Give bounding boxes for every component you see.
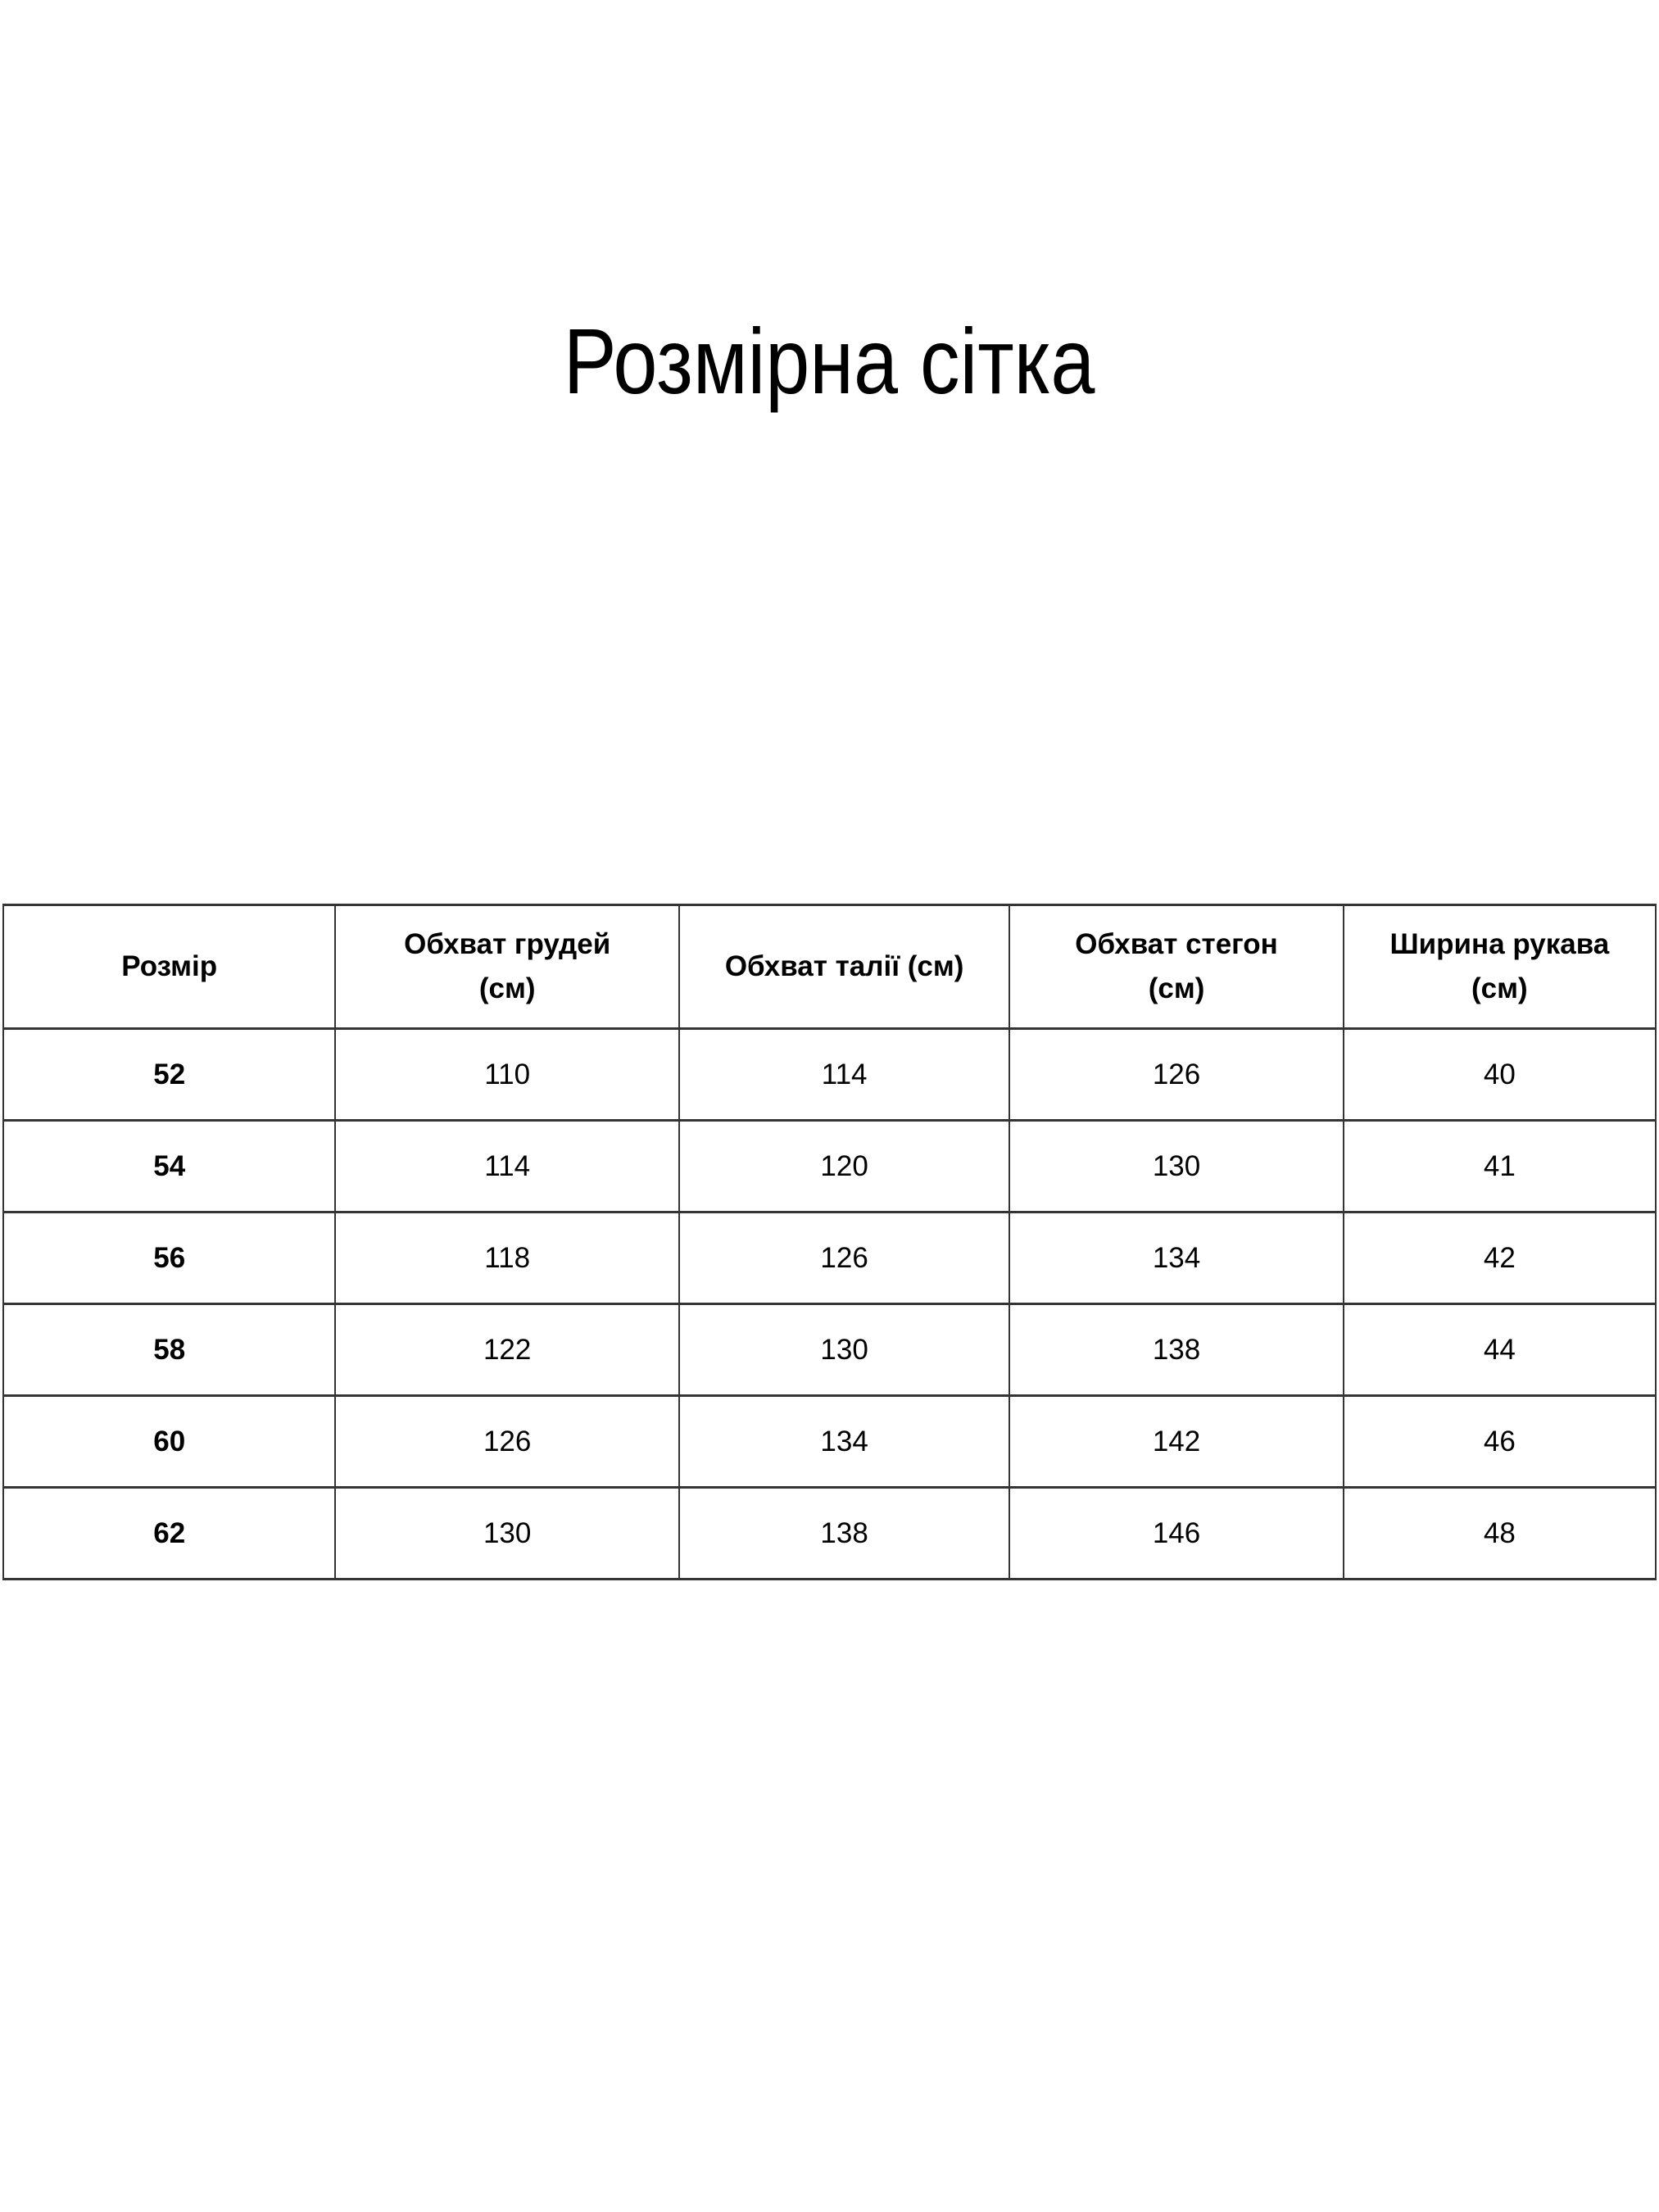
cell-sleeve: 46	[1342, 1394, 1657, 1489]
column-header-chest: Обхват грудей (см)	[334, 904, 680, 1030]
cell-size: 60	[2, 1394, 337, 1489]
cell-chest: 118	[334, 1211, 680, 1305]
cell-size: 56	[2, 1211, 337, 1305]
table-row: 60 126 134 142 46	[2, 1394, 1657, 1489]
page-title: Розмірна сітка	[0, 315, 1659, 408]
table-row: 52 110 114 126 40	[2, 1027, 1657, 1122]
cell-waist: 126	[678, 1211, 1011, 1305]
cell-waist: 120	[678, 1119, 1011, 1213]
cell-sleeve: 48	[1342, 1486, 1657, 1580]
table-row: 56 118 126 134 42	[2, 1211, 1657, 1305]
column-header-sleeve: Ширина рукава (см)	[1342, 904, 1657, 1030]
cell-chest: 122	[334, 1303, 680, 1397]
cell-size: 52	[2, 1027, 337, 1122]
cell-hips: 142	[1009, 1394, 1344, 1489]
cell-sleeve: 41	[1342, 1119, 1657, 1213]
cell-size: 58	[2, 1303, 337, 1397]
cell-hips: 126	[1009, 1027, 1344, 1122]
cell-hips: 134	[1009, 1211, 1344, 1305]
column-header-size: Розмір	[2, 904, 337, 1030]
header-row: Розмір Обхват грудей (см) Обхват талії (…	[2, 904, 1657, 1030]
cell-waist: 114	[678, 1027, 1011, 1122]
cell-hips: 146	[1009, 1486, 1344, 1580]
page-title-text: Розмірна сітка	[564, 310, 1095, 413]
table-row: 54 114 120 130 41	[2, 1119, 1657, 1213]
cell-waist: 134	[678, 1394, 1011, 1489]
cell-sleeve: 42	[1342, 1211, 1657, 1305]
cell-waist: 130	[678, 1303, 1011, 1397]
cell-sleeve: 44	[1342, 1303, 1657, 1397]
cell-size: 54	[2, 1119, 337, 1213]
cell-chest: 114	[334, 1119, 680, 1213]
column-header-hips: Обхват стегон (см)	[1009, 904, 1344, 1030]
cell-hips: 130	[1009, 1119, 1344, 1213]
cell-hips: 138	[1009, 1303, 1344, 1397]
table-row: 58 122 130 138 44	[2, 1303, 1657, 1397]
cell-chest: 126	[334, 1394, 680, 1489]
cell-chest: 110	[334, 1027, 680, 1122]
size-table: Розмір Обхват грудей (см) Обхват талії (…	[2, 904, 1657, 1580]
cell-sleeve: 40	[1342, 1027, 1657, 1122]
cell-chest: 130	[334, 1486, 680, 1580]
cell-waist: 138	[678, 1486, 1011, 1580]
column-header-waist: Обхват талії (см)	[678, 904, 1011, 1030]
table-row: 62 130 138 146 48	[2, 1486, 1657, 1580]
cell-size: 62	[2, 1486, 337, 1580]
